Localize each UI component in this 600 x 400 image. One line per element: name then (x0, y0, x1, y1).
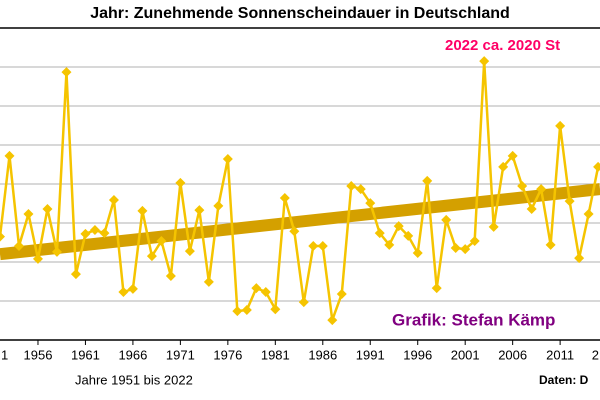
data-point (317, 241, 328, 252)
data-point (270, 304, 281, 315)
x-tick-label: 1966 (118, 347, 147, 362)
data-point (156, 235, 167, 246)
data-point (555, 120, 566, 131)
data-point (194, 205, 205, 216)
data-point (412, 248, 423, 259)
data-point (99, 228, 110, 239)
x-tick-label: 1976 (213, 347, 242, 362)
data-point (460, 244, 471, 255)
data-point (545, 239, 556, 250)
data-point (13, 241, 24, 252)
data-point (308, 241, 319, 252)
data-point (431, 283, 442, 294)
x-tick-label: 2006 (498, 347, 527, 362)
data-point (51, 246, 62, 257)
data-point (213, 200, 224, 211)
x-axis-label: Jahre 1951 bis 2022 (75, 372, 193, 387)
data-point (222, 154, 233, 165)
x-tick-label: 1986 (308, 347, 337, 362)
data-point (336, 288, 347, 299)
data-point (365, 198, 376, 209)
data-point (593, 161, 600, 172)
data-point (355, 184, 366, 195)
data-point (517, 180, 528, 191)
data-point (574, 253, 585, 264)
data-point (137, 205, 148, 216)
x-tick-label: 1971 (166, 347, 195, 362)
x-tick-label: 1956 (24, 347, 53, 362)
x-tick-label: 1996 (403, 347, 432, 362)
data-point (498, 161, 509, 172)
data-point (89, 225, 100, 236)
data-point (469, 235, 480, 246)
data-point (441, 214, 452, 225)
data-point (80, 228, 91, 239)
data-line (0, 61, 600, 321)
data-point (42, 203, 53, 214)
data-point (327, 315, 338, 326)
x-tick-label: 1991 (356, 347, 385, 362)
x-tick-label: 2 (592, 347, 599, 362)
data-point (479, 56, 490, 67)
x-tick-label: 2001 (451, 347, 480, 362)
data-point (564, 196, 575, 207)
x-tick-label: 1961 (71, 347, 100, 362)
data-point (184, 246, 195, 257)
annotation: 2022 ca. 2020 St (445, 37, 560, 54)
data-point (507, 150, 518, 161)
data-point (346, 180, 357, 191)
data-point (108, 194, 119, 205)
data-point (384, 239, 395, 250)
data-point (23, 209, 34, 220)
data-point (526, 203, 537, 214)
data-point (127, 283, 138, 294)
trend-line (0, 183, 600, 261)
data-point (32, 253, 43, 264)
data-point (583, 209, 594, 220)
annotation: Daten: D (539, 373, 589, 387)
data-point (279, 193, 290, 204)
data-point (61, 67, 72, 78)
x-tick-label: 1981 (261, 347, 290, 362)
chart-title: Jahr: Zunehmende Sonnenscheindauer in De… (90, 5, 510, 22)
data-point (4, 150, 15, 161)
data-point (374, 228, 385, 239)
data-point (403, 230, 414, 241)
data-point (0, 231, 5, 242)
data-point (298, 297, 309, 308)
data-point (536, 184, 547, 195)
data-point (118, 287, 129, 298)
data-point (241, 304, 252, 315)
data-point (165, 271, 176, 282)
data-point (488, 221, 499, 232)
data-point (232, 306, 243, 317)
data-point (251, 283, 262, 294)
data-point (146, 251, 157, 262)
data-point (450, 242, 461, 253)
data-point (393, 221, 404, 232)
annotation: Grafik: Stefan Kämp (392, 310, 555, 329)
data-point (70, 269, 81, 280)
data-point (260, 287, 271, 298)
data-point (422, 175, 433, 186)
data-point (175, 177, 186, 188)
data-point (203, 276, 214, 287)
x-tick-label: 2011 (546, 347, 574, 362)
x-tick-label: 1 (1, 347, 8, 362)
data-point (289, 226, 300, 237)
